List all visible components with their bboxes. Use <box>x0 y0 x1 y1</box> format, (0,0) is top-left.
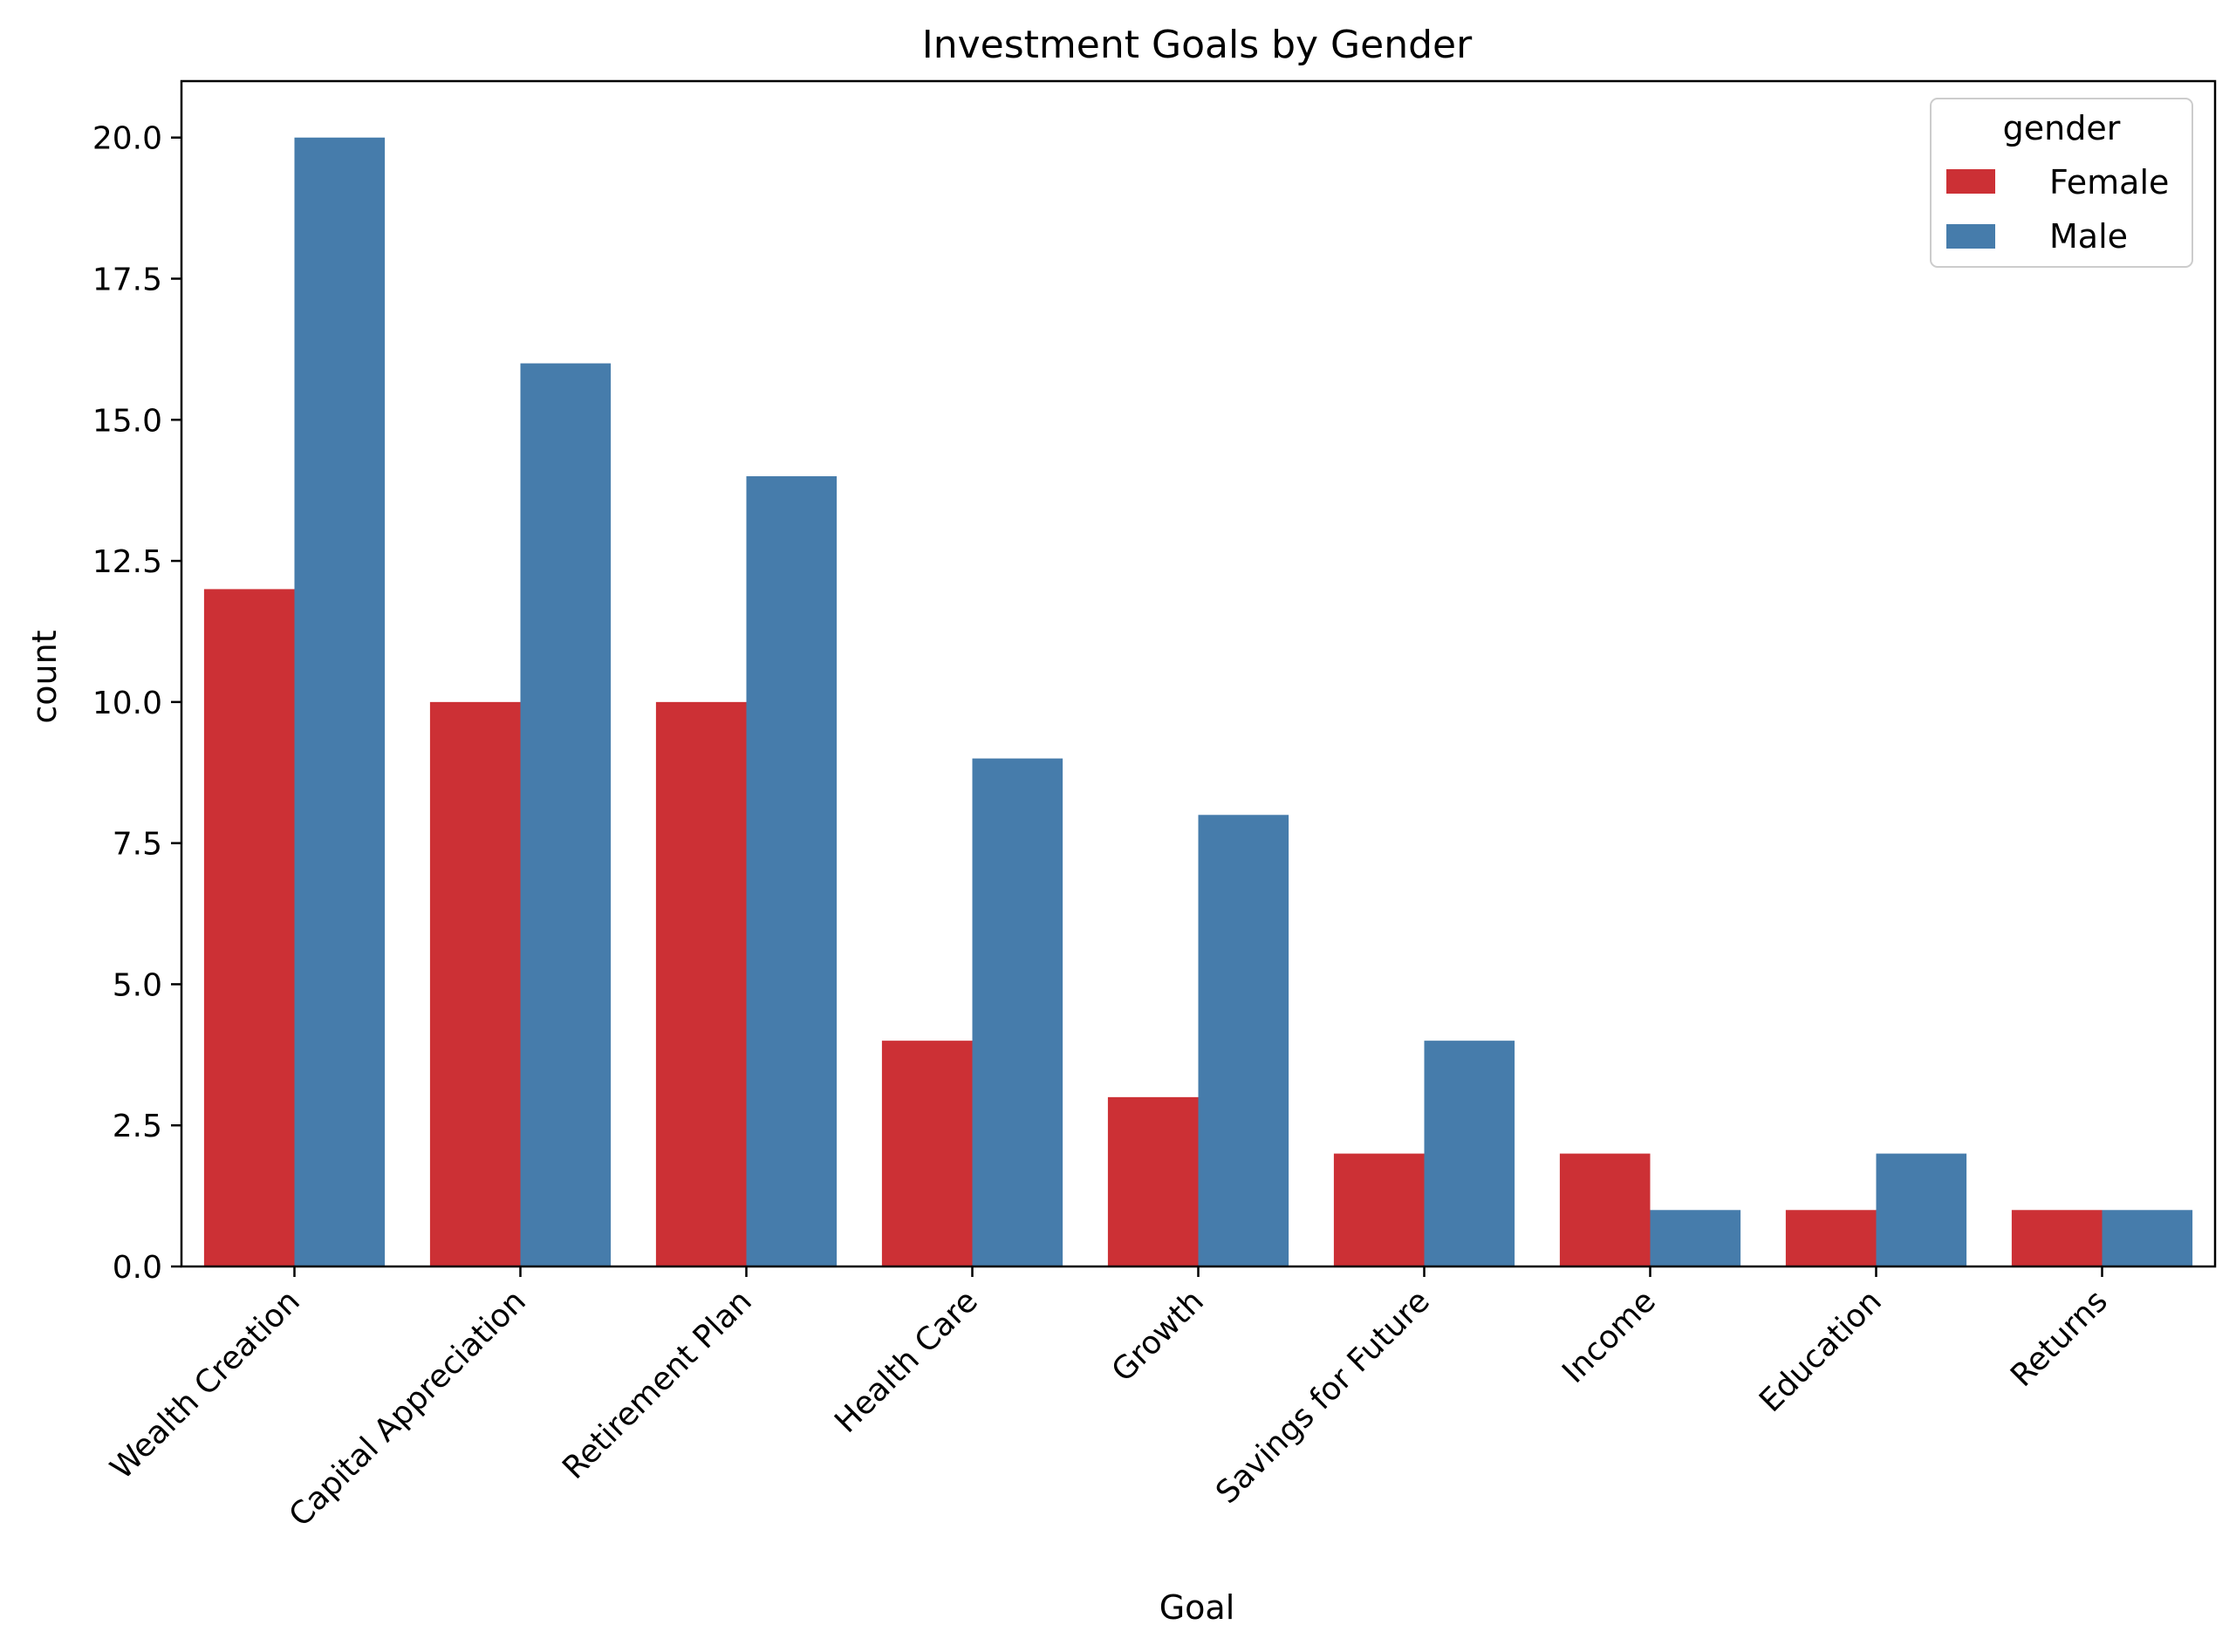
x-axis-label: Goal <box>1159 1588 1235 1627</box>
bar-male-2 <box>746 476 838 1266</box>
bar-female-4 <box>1107 1096 1199 1266</box>
y-tick-label-1: 2.5 <box>113 1109 162 1144</box>
y-tick-label-8: 20.0 <box>92 121 162 157</box>
legend-title: gender <box>2003 109 2121 147</box>
legend-swatch-male <box>1946 224 1995 249</box>
bar-female-7 <box>1785 1210 1877 1266</box>
y-tick-label-3: 7.5 <box>113 827 162 863</box>
y-tick-label-4: 10.0 <box>92 686 162 721</box>
y-tick-label-5: 12.5 <box>92 544 162 580</box>
bar-male-4 <box>1198 815 1289 1266</box>
y-axis-label: count <box>25 630 64 723</box>
legend-label-male: Male <box>2049 217 2128 256</box>
y-tick-label-0: 0.0 <box>113 1250 162 1286</box>
legend-box <box>1930 98 2193 268</box>
bar-male-1 <box>520 363 612 1267</box>
bar-male-7 <box>1876 1153 1967 1266</box>
bar-female-1 <box>429 701 521 1266</box>
plot-frame <box>180 79 2217 1268</box>
bar-male-5 <box>1424 1041 1515 1266</box>
bar-female-2 <box>655 701 747 1266</box>
bar-female-6 <box>1559 1153 1651 1266</box>
y-tick-label-7: 17.5 <box>92 263 162 298</box>
legend-swatch-female <box>1946 169 1995 194</box>
bar-female-3 <box>881 1041 973 1266</box>
chart-title: Investment Goals by Gender <box>922 23 1473 67</box>
legend-label-female: Female <box>2049 163 2169 201</box>
legend: gender Female Male <box>1930 98 2193 268</box>
bar-female-5 <box>1333 1153 1425 1266</box>
bar-group <box>203 137 2193 1267</box>
y-axis: 0.0 2.5 5.0 7.5 10.0 12.5 15.0 17.5 20.0 <box>92 121 181 1286</box>
bar-male-0 <box>294 137 386 1267</box>
y-tick-label-2: 5.0 <box>113 967 162 1003</box>
bar-female-0 <box>203 589 295 1266</box>
bar-male-8 <box>2102 1210 2193 1266</box>
y-tick-label-6: 15.0 <box>92 403 162 439</box>
bar-male-3 <box>972 758 1063 1266</box>
bar-male-6 <box>1650 1210 1741 1266</box>
bar-female-8 <box>2011 1210 2103 1266</box>
